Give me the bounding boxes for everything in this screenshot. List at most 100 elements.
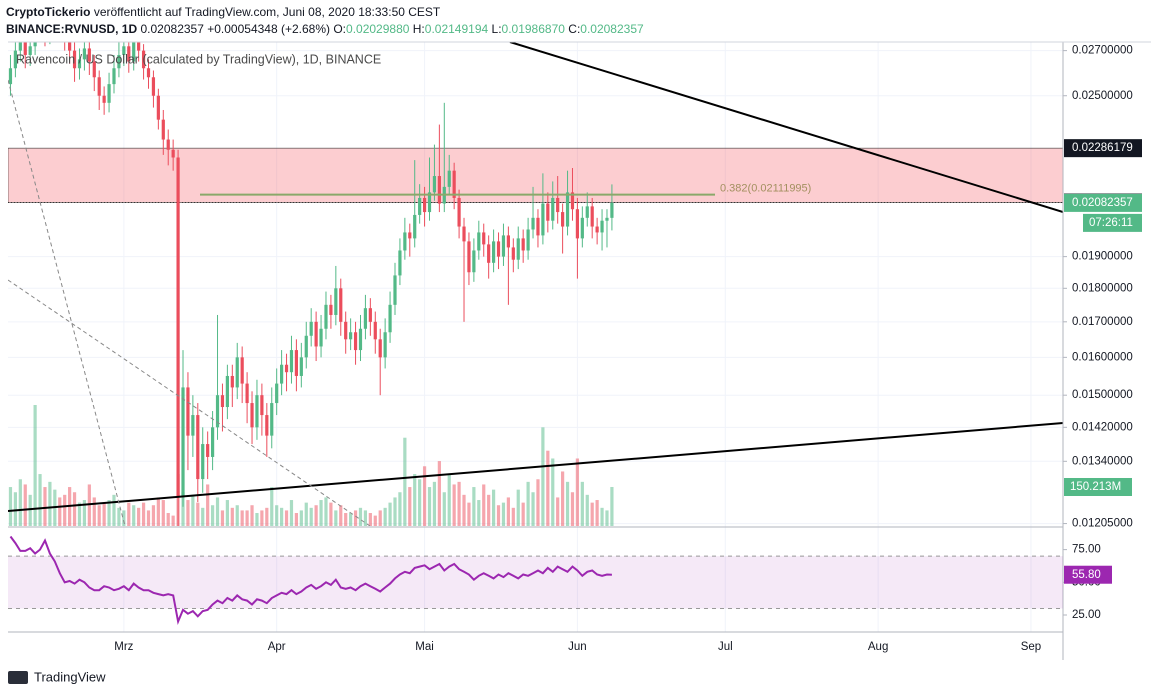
volume-bar xyxy=(87,484,91,526)
candle-body xyxy=(388,304,392,333)
candle-body xyxy=(137,42,141,51)
candle-body xyxy=(570,192,575,210)
candle-body xyxy=(462,226,466,242)
volume-bar xyxy=(570,492,575,526)
candle-body xyxy=(403,232,407,251)
volume-bar xyxy=(358,507,363,526)
candle-body xyxy=(58,9,61,21)
high: 0.02149194 xyxy=(424,22,489,36)
volume-bar xyxy=(245,510,249,526)
volume-bar xyxy=(225,500,229,526)
volume-bar xyxy=(299,510,303,526)
candle-body xyxy=(18,42,22,51)
volume-bar xyxy=(437,461,441,526)
header: CryptoTickerio veröffentlicht auf Tradin… xyxy=(6,4,644,38)
candle-body xyxy=(314,321,318,347)
volume-bar xyxy=(344,513,348,526)
candle-body xyxy=(575,209,580,239)
last-price-label-box xyxy=(1064,193,1142,212)
x-tick-label: Sep xyxy=(1021,641,1041,653)
volume-bar xyxy=(329,502,333,526)
volume-bar xyxy=(590,502,594,526)
symbol: BINANCE:RVNUSD, 1D xyxy=(6,22,138,36)
x-tick-label: Mrz xyxy=(114,641,133,653)
y-tick-label: 0.01340000 xyxy=(1072,455,1133,467)
x-tick-label: Mai xyxy=(415,641,434,653)
candle-body xyxy=(521,238,525,251)
volume-bar xyxy=(457,481,461,526)
volume-bar xyxy=(230,507,234,526)
volume-bar xyxy=(546,450,550,526)
volume-bar xyxy=(551,458,555,526)
candle-body xyxy=(551,197,555,221)
candle-body xyxy=(265,415,269,436)
volume-bar xyxy=(368,513,372,526)
candle-body xyxy=(595,226,599,233)
candle-body xyxy=(127,46,131,62)
volume-bar xyxy=(349,513,353,526)
candle-body xyxy=(516,238,520,260)
volume-bar xyxy=(166,513,170,526)
candle-body xyxy=(561,212,565,227)
change: +0.00054348 (+2.68%) xyxy=(207,22,330,36)
volume-bar xyxy=(294,513,299,526)
zone-top-label-box xyxy=(1064,139,1142,158)
volume-bar xyxy=(72,492,77,526)
volume-bar xyxy=(314,505,318,526)
volume-bar xyxy=(112,494,116,526)
volume-bar xyxy=(186,500,190,526)
volume-bar xyxy=(339,505,343,526)
volume-bar xyxy=(334,510,338,526)
candle-body xyxy=(590,206,594,227)
volume-bar xyxy=(353,510,358,526)
volume-bar xyxy=(595,500,599,526)
candle-body xyxy=(309,321,313,336)
volume-bar xyxy=(191,494,195,526)
candle-body xyxy=(437,176,441,204)
volume-bar xyxy=(28,494,32,526)
volume-bar xyxy=(462,494,466,526)
candle-body xyxy=(77,59,82,69)
volume-bar xyxy=(38,474,42,526)
candle-body xyxy=(38,19,41,29)
volume-label: 150.213M xyxy=(1070,481,1121,493)
zone-top-label: 0.02286179 xyxy=(1072,142,1133,154)
candle-body xyxy=(565,192,570,227)
candle-body xyxy=(68,42,72,51)
last-price-label: 0.02082357 xyxy=(1072,197,1133,209)
volume-bar xyxy=(107,500,111,526)
candle-body xyxy=(472,250,476,273)
y-tick-label: 0.02500000 xyxy=(1072,90,1133,102)
volume-bar xyxy=(13,492,17,526)
volume-bar xyxy=(482,484,486,526)
volume-bar xyxy=(146,510,151,526)
volume-bar xyxy=(427,487,432,526)
countdown: 07:26:11 xyxy=(1089,217,1133,229)
volume-bar xyxy=(43,487,47,526)
candle-body xyxy=(408,232,412,239)
volume-bar xyxy=(127,502,131,526)
volume-bar xyxy=(398,492,402,526)
candle-body xyxy=(92,61,96,78)
candle-body xyxy=(605,217,609,221)
candle-body xyxy=(339,288,343,322)
volume-bar xyxy=(151,505,156,526)
l-label: L: xyxy=(491,22,502,36)
candle-body xyxy=(368,308,372,322)
legend: Ravencoin / US Dollar (calculated by Tra… xyxy=(16,52,381,66)
dashed-line xyxy=(8,279,371,526)
open: 0.02029880 xyxy=(346,22,410,36)
volume-bar xyxy=(605,510,609,526)
candle-body xyxy=(284,364,289,373)
volume-bar xyxy=(265,507,269,526)
candle-body xyxy=(146,68,151,78)
volume-bar xyxy=(511,507,515,526)
volume-bar xyxy=(284,510,289,526)
volume-bar xyxy=(491,489,496,526)
volume-bar xyxy=(122,510,126,526)
volume-bar xyxy=(102,502,106,526)
volume-bar xyxy=(452,484,456,526)
author: CryptoTickerio xyxy=(6,5,91,19)
candle-body xyxy=(132,42,136,62)
candle-body xyxy=(245,383,249,404)
